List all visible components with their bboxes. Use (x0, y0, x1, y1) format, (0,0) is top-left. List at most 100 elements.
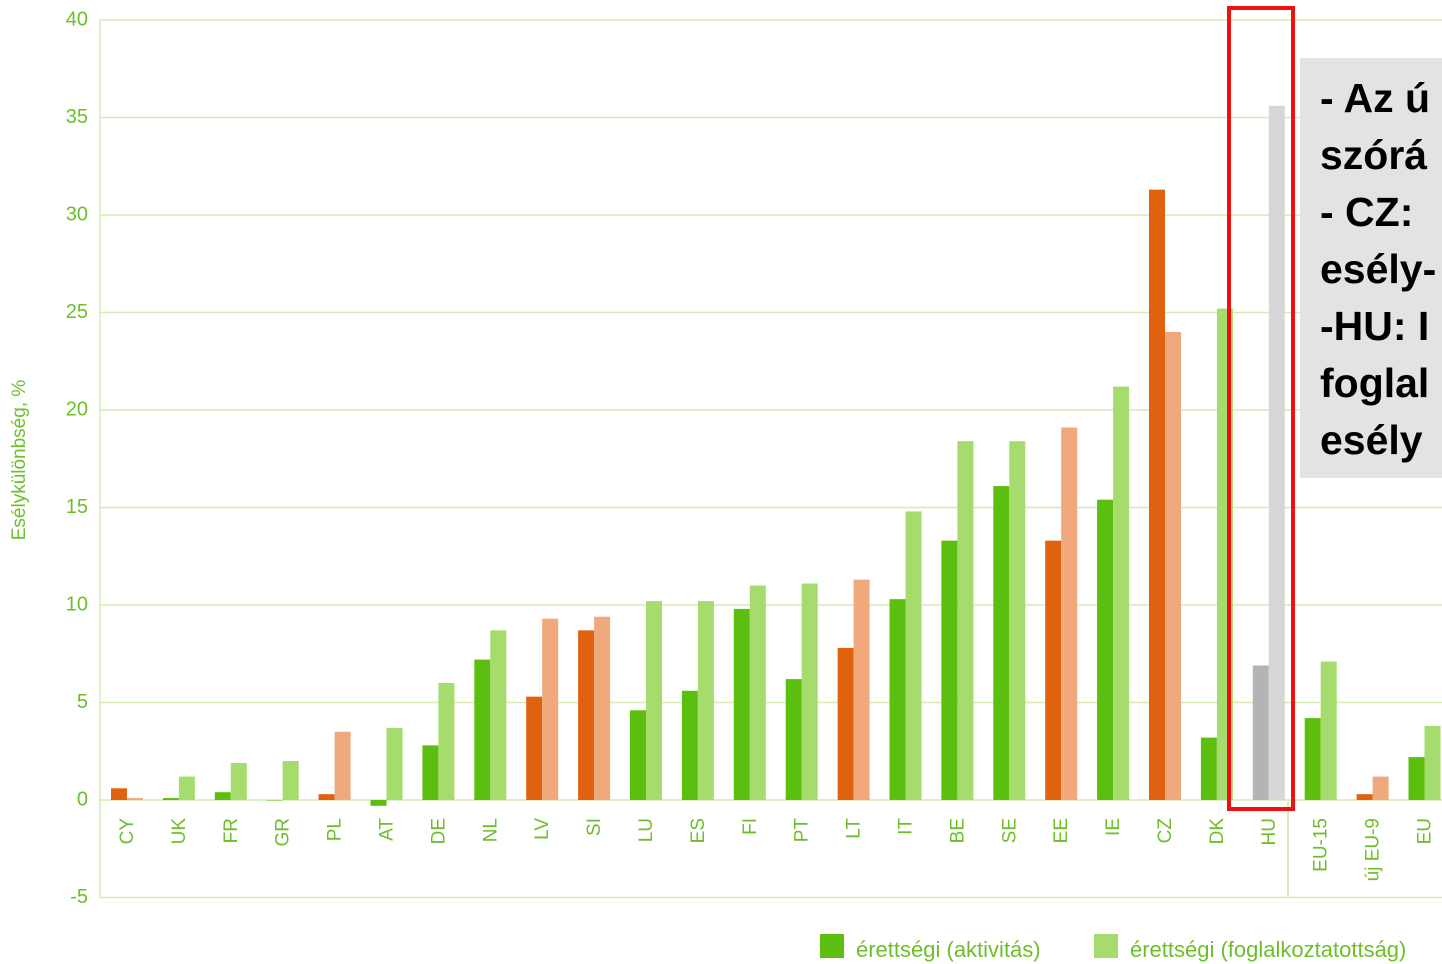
category-label: HU (1259, 818, 1280, 845)
bar (1252, 665, 1269, 800)
bar (1165, 332, 1181, 800)
bar (1424, 725, 1441, 800)
gridlines (99, 19, 1442, 899)
category-labels: CY UK FR GR PL AT DE NL LV SI LU ES FI PT LT IT BE SE EE IE… (117, 818, 1436, 882)
bar (334, 731, 351, 800)
bar (1097, 499, 1114, 800)
bar (1045, 540, 1062, 800)
y-tick-label: 15 (66, 496, 88, 518)
category-label: CY (117, 818, 138, 845)
category-label: LV (532, 818, 553, 840)
category-label: SI (584, 818, 605, 836)
bar (542, 618, 559, 800)
y-axis-label: Esélykülönbség, % (9, 380, 30, 541)
category-label: LT (844, 818, 865, 839)
bar (1200, 737, 1217, 800)
category-label: BE (947, 818, 968, 843)
category-label: IT (896, 818, 917, 835)
bar (490, 630, 507, 800)
bar (853, 579, 870, 800)
category-label: IE (1103, 818, 1124, 836)
category-label: SE (999, 818, 1020, 843)
bar (282, 761, 299, 800)
bar (1113, 386, 1130, 800)
y-tick-label: 20 (66, 398, 88, 420)
callout-box: - Az ú szórá - CZ: esély- -HU: I foglal … (1300, 58, 1442, 478)
bar (370, 800, 387, 806)
callout-line: esély- (1320, 246, 1437, 292)
bar (1149, 189, 1165, 800)
bar (681, 690, 698, 800)
bar (266, 800, 283, 801)
category-label: LU (636, 818, 657, 842)
legend-swatch-aktivitas (820, 934, 844, 958)
bar (230, 762, 247, 800)
y-tick-label: 25 (66, 301, 88, 323)
y-tick-label: 10 (66, 593, 88, 615)
bar (801, 583, 818, 800)
bar (697, 601, 714, 800)
bar (526, 696, 543, 800)
legend-swatch-foglalkoztatottsag (1094, 934, 1118, 958)
category-label: GR (273, 818, 294, 847)
bar (594, 616, 611, 800)
category-label: NL (480, 818, 501, 842)
bar (1356, 794, 1373, 800)
bar (785, 679, 802, 800)
bar (214, 792, 231, 800)
bar (386, 727, 403, 800)
bar (837, 647, 854, 800)
bar (941, 540, 958, 800)
bar (162, 798, 179, 800)
category-label: PL (325, 818, 346, 841)
bar (993, 486, 1010, 800)
category-label: FR (221, 818, 242, 843)
category-label: AT (377, 818, 398, 841)
bar (1320, 661, 1337, 800)
y-axis-ticks: -5 0 5 10 15 20 25 30 35 40 (66, 8, 88, 908)
bar (889, 599, 906, 800)
y-tick-label: 0 (77, 788, 88, 810)
bar (646, 601, 662, 800)
bar (178, 776, 195, 800)
legend-label-aktivitas: érettségi (aktivitás) (856, 937, 1041, 962)
bar (1061, 427, 1078, 800)
category-label: DK (1207, 818, 1228, 845)
bar (127, 798, 143, 800)
bar (733, 608, 750, 800)
bars (111, 105, 1441, 806)
category-label: új EU-9 (1363, 818, 1384, 881)
category-label: PT (792, 818, 813, 843)
bar (111, 788, 127, 800)
bar (438, 683, 455, 800)
legend-label-foglalkoztatottsag: érettségi (foglalkoztatottság) (1130, 937, 1406, 962)
category-label: EU (1415, 818, 1436, 844)
bar (1268, 105, 1285, 801)
y-tick-label: 5 (77, 691, 88, 713)
highlight-box-hu (1227, 6, 1295, 811)
bar (749, 585, 766, 800)
category-label: DE (428, 818, 449, 844)
bar (578, 630, 595, 800)
bar (1372, 776, 1389, 800)
y-tick-label: 30 (66, 203, 88, 225)
callout-line: foglal (1320, 360, 1430, 406)
callout-line: -HU: I (1320, 303, 1430, 349)
bar (1009, 441, 1026, 800)
bar (630, 710, 646, 800)
bar (905, 511, 922, 800)
callout-line: - CZ: (1320, 189, 1414, 235)
bar (474, 659, 491, 800)
bar (318, 794, 335, 800)
bar (1408, 757, 1425, 800)
category-label: ES (688, 818, 709, 843)
category-label: EE (1051, 818, 1072, 843)
category-label: UK (169, 818, 190, 845)
legend: érettségi (aktivitás) érettségi (foglalk… (820, 934, 1406, 962)
callout-line: esély (1320, 417, 1423, 463)
category-label: CZ (1155, 818, 1176, 844)
bar (422, 745, 439, 800)
category-label: EU-15 (1311, 818, 1332, 872)
callout-line: - Az ú (1320, 75, 1431, 121)
